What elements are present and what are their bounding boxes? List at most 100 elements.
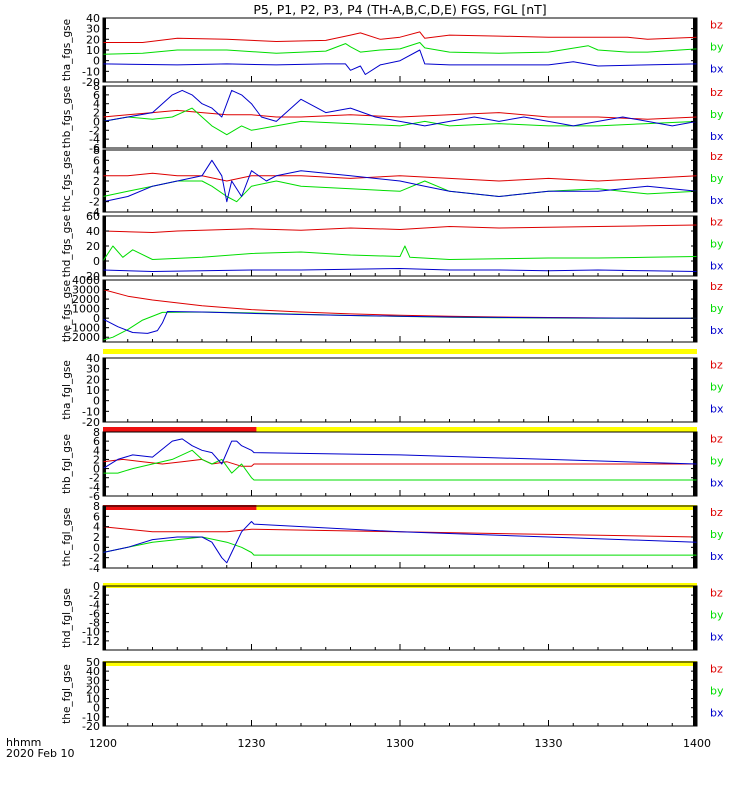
- y-tick-label: -4: [89, 206, 100, 219]
- panel-frame: [102, 585, 698, 651]
- series-bx-line: [102, 268, 698, 272]
- y-tick-label: 1000: [72, 303, 100, 316]
- x-tick-label: 1230: [238, 737, 266, 750]
- series-by-line: [102, 180, 698, 203]
- legend-by: by: [710, 528, 724, 541]
- legend-by: by: [710, 108, 724, 121]
- legend-by: by: [710, 380, 724, 393]
- legend-bx: bx: [710, 402, 724, 415]
- y-tick-label: 0: [93, 55, 100, 68]
- edge-strip-left: [103, 586, 106, 650]
- y-tick-label: 4: [93, 521, 100, 534]
- y-tick-label: 6: [93, 154, 100, 167]
- y-tick-label: 10: [86, 44, 100, 57]
- plot-title: P5, P1, P2, P3, P4 (TH-A,B,C,D,E) FGS, F…: [253, 2, 546, 17]
- y-tick-label: -2: [89, 124, 100, 137]
- legend-bx: bx: [710, 706, 724, 719]
- y-tick-label: 0: [93, 312, 100, 325]
- y-tick-label: 0: [93, 463, 100, 476]
- y-tick-label: -6: [89, 607, 100, 620]
- y-tick-label: 60: [86, 210, 100, 223]
- y-tick-label: -10: [82, 405, 100, 418]
- y-tick-label: -10: [82, 65, 100, 78]
- y-tick-label: -2: [89, 552, 100, 565]
- y-tick-label: -2: [89, 472, 100, 485]
- legend-bz: bz: [710, 280, 723, 293]
- series-bz-line: [102, 109, 698, 120]
- status-bar: [103, 427, 257, 432]
- y-tick-label: 2: [93, 107, 100, 120]
- status-bar: [256, 427, 697, 432]
- legend-by: by: [710, 608, 724, 621]
- y-tick-label: 20: [86, 683, 100, 696]
- series-by-line: [103, 449, 697, 481]
- series-bz-line: [102, 224, 698, 233]
- y-tick-label: -20: [82, 416, 100, 429]
- status-bar: [103, 661, 697, 666]
- y-tick-label: 40: [86, 665, 100, 678]
- panel-frame: [102, 661, 698, 727]
- legend-bx: bx: [710, 550, 724, 563]
- y-tick-label: 0: [93, 702, 100, 715]
- y-tick-label: 0: [93, 185, 100, 198]
- y-tick-label: -2000: [68, 331, 100, 344]
- y-tick-label: 6: [93, 89, 100, 102]
- edge-strip-left: [103, 280, 106, 342]
- x-tick-label: 1200: [89, 737, 117, 750]
- y-tick-label: 8: [93, 500, 100, 513]
- legend-bx: bx: [710, 130, 724, 143]
- panel-ylabel: tha_fgl_gse: [61, 360, 73, 420]
- y-tick-label: 30: [86, 23, 100, 36]
- series-by-line: [102, 245, 698, 262]
- legend-bz: bz: [710, 216, 723, 229]
- panel-frame: [102, 215, 698, 277]
- series-bx-line: [102, 159, 698, 203]
- series-bx-line: [102, 438, 698, 470]
- y-tick-label: 0: [93, 395, 100, 408]
- y-tick-label: -10: [82, 711, 100, 724]
- y-tick-label: -8: [89, 617, 100, 630]
- legend-bz: bz: [710, 586, 723, 599]
- y-tick-label: -20: [82, 720, 100, 733]
- status-bar: [103, 349, 697, 354]
- legend-bz: bz: [710, 432, 723, 445]
- y-tick-label: -2: [89, 196, 100, 209]
- y-tick-label: -12: [82, 635, 100, 648]
- y-tick-label: 6: [93, 435, 100, 448]
- series-bz-line: [102, 458, 697, 467]
- y-tick-label: -4: [89, 133, 100, 146]
- legend-bz: bz: [710, 662, 723, 675]
- y-tick-label: -4: [89, 598, 100, 611]
- edge-strip-right: [693, 586, 697, 650]
- legend-bx: bx: [710, 194, 724, 207]
- legend-by: by: [710, 302, 724, 315]
- panel-thd_fgs_gse: 60 40 20 0 -20 thd_fgs_gse bz by bx: [61, 210, 724, 283]
- legend-bz: bz: [710, 86, 723, 99]
- edge-strip-left: [103, 432, 106, 496]
- legend-bx: bx: [710, 630, 724, 643]
- legend-bz: bz: [710, 18, 723, 31]
- y-tick-label: 0: [93, 255, 100, 268]
- y-tick-label: -1000: [68, 322, 100, 335]
- legend-bx: bx: [710, 476, 724, 489]
- y-tick-label: -6: [89, 142, 100, 155]
- legend-bx: bx: [710, 260, 724, 273]
- panel-ylabel: thd_fgs_gse: [61, 215, 73, 277]
- y-tick-label: -4: [89, 481, 100, 494]
- y-tick-label: -2: [89, 589, 100, 602]
- panel-ylabel: thd_fgl_gse: [61, 588, 73, 648]
- legend-by: by: [710, 684, 724, 697]
- series-bz-line: [103, 172, 698, 182]
- y-tick-label: 2: [93, 531, 100, 544]
- panel-ylabel: tha_fgs_gse: [61, 19, 73, 81]
- y-tick-label: -20: [82, 270, 100, 283]
- legend-bz: bz: [710, 150, 723, 163]
- y-tick-label: 3000: [72, 284, 100, 297]
